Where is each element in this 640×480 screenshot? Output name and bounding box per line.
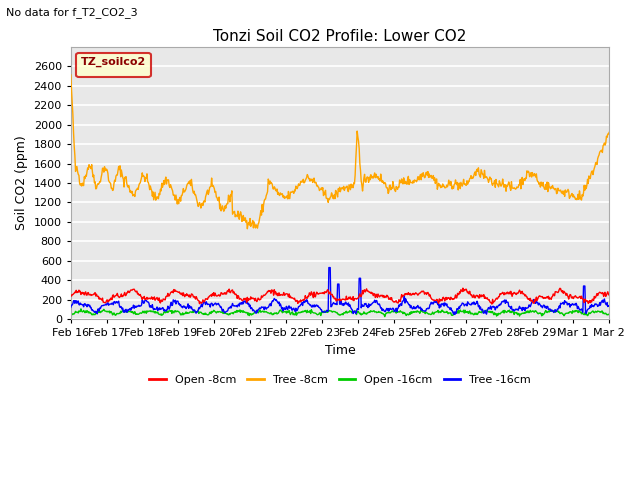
Title: Tonzi Soil CO2 Profile: Lower CO2: Tonzi Soil CO2 Profile: Lower CO2: [213, 29, 467, 44]
X-axis label: Time: Time: [324, 344, 355, 357]
Legend: Open -8cm, Tree -8cm, Open -16cm, Tree -16cm: Open -8cm, Tree -8cm, Open -16cm, Tree -…: [145, 371, 535, 390]
Y-axis label: Soil CO2 (ppm): Soil CO2 (ppm): [15, 136, 28, 230]
Text: No data for f_T2_CO2_3: No data for f_T2_CO2_3: [6, 7, 138, 18]
